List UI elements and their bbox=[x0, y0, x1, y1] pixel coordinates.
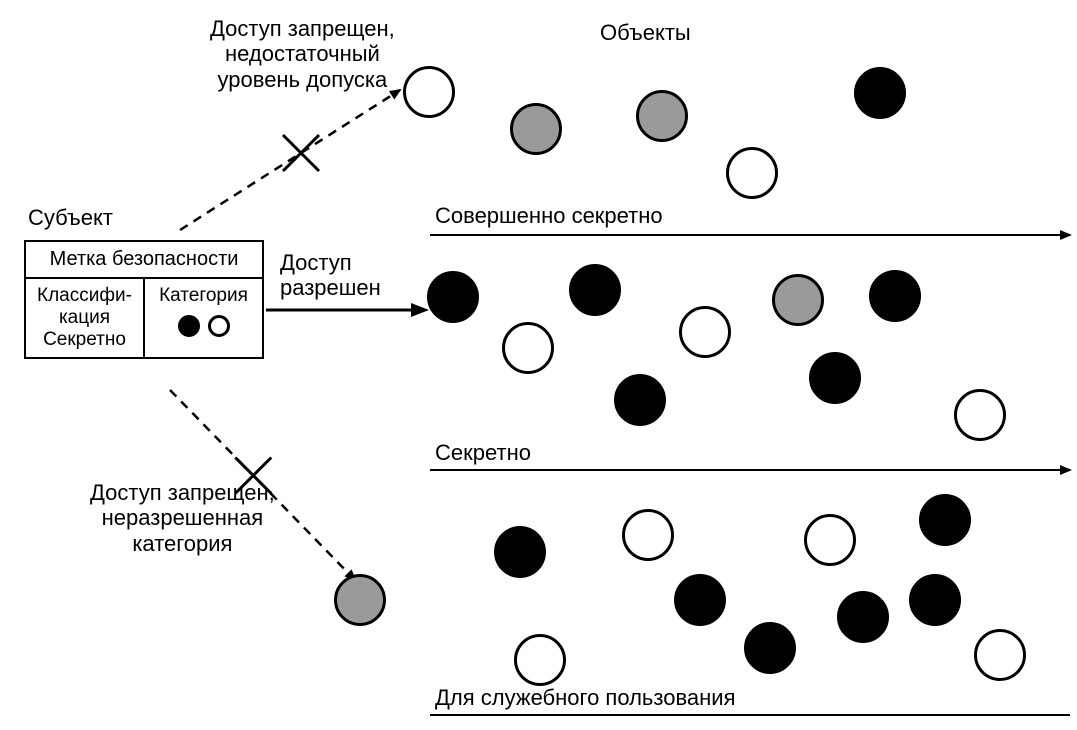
subject-row: Классифи- кация Секретно Категория bbox=[26, 277, 262, 357]
subject-category-dots bbox=[149, 315, 258, 337]
object-dot bbox=[679, 306, 731, 358]
subject-cell-classification: Классифи- кация Секретно bbox=[26, 279, 145, 357]
object-dot bbox=[974, 629, 1026, 681]
category-dot-icon bbox=[208, 315, 230, 337]
object-dot bbox=[772, 274, 824, 326]
object-dot bbox=[804, 514, 856, 566]
object-dot bbox=[919, 494, 971, 546]
subject-box: Метка безопасности Классифи- кация Секре… bbox=[24, 240, 264, 359]
label-access-granted: Доступ разрешен bbox=[280, 250, 381, 301]
object-dot bbox=[954, 389, 1006, 441]
diagram-canvas: Доступ запрещен, недостаточный уровень д… bbox=[0, 0, 1077, 730]
category-dot-icon bbox=[178, 315, 200, 337]
object-dot bbox=[837, 591, 889, 643]
object-dot bbox=[494, 526, 546, 578]
object-dot bbox=[514, 634, 566, 686]
label-level-top: Совершенно секретно bbox=[435, 203, 663, 228]
subject-cell-category: Категория bbox=[145, 279, 262, 357]
label-level-bottom: Для служебного пользования bbox=[435, 685, 736, 710]
object-dot bbox=[334, 574, 386, 626]
object-dot bbox=[674, 574, 726, 626]
label-level-mid: Секретно bbox=[435, 440, 531, 465]
label-denied-level: Доступ запрещен, недостаточный уровень д… bbox=[210, 16, 395, 92]
object-dot bbox=[869, 270, 921, 322]
label-subject: Субъект bbox=[28, 205, 113, 230]
object-dot bbox=[569, 264, 621, 316]
subject-header: Метка безопасности bbox=[26, 242, 262, 277]
object-dot bbox=[614, 374, 666, 426]
object-dot bbox=[510, 103, 562, 155]
object-dot bbox=[427, 271, 479, 323]
object-dot bbox=[636, 90, 688, 142]
object-dot bbox=[403, 66, 455, 118]
object-dot bbox=[854, 67, 906, 119]
object-dot bbox=[909, 574, 961, 626]
object-dot bbox=[502, 322, 554, 374]
object-dot bbox=[744, 622, 796, 674]
object-dot bbox=[622, 509, 674, 561]
label-objects: Объекты bbox=[600, 20, 691, 45]
object-dot bbox=[809, 352, 861, 404]
label-denied-category: Доступ запрещен, неразрешенная категория bbox=[90, 480, 275, 556]
subject-category-label: Категория bbox=[149, 285, 258, 307]
object-dot bbox=[726, 147, 778, 199]
